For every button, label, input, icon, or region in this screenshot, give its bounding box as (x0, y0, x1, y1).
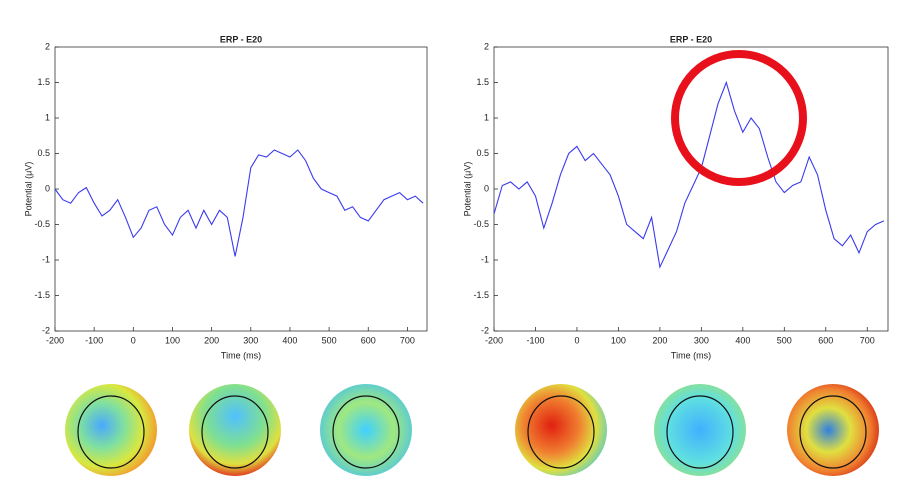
topomap (654, 384, 746, 476)
x-tick-label: -100 (526, 335, 544, 345)
topomap (515, 384, 607, 476)
chart-title: ERP - E20 (220, 34, 262, 44)
head-outline (527, 395, 595, 469)
y-tick-label: -2 (42, 325, 50, 335)
y-tick-label: -1 (42, 254, 50, 264)
topomap (320, 384, 412, 476)
x-tick-label: 0 (574, 335, 579, 345)
x-tick-label: 0 (131, 335, 136, 345)
y-tick-label: 1.5 (476, 77, 489, 87)
x-tick-label: 100 (165, 335, 180, 345)
x-tick-label: -200 (485, 335, 503, 345)
x-tick-label: 400 (735, 335, 750, 345)
y-tick-label: 2 (45, 41, 50, 51)
x-tick-label: 500 (777, 335, 792, 345)
head-outline (332, 395, 400, 469)
y-tick-label: -0.5 (473, 219, 489, 229)
head-outline (201, 395, 269, 469)
head-outline (666, 395, 734, 469)
y-tick-label: -0.5 (34, 219, 50, 229)
plot-frame (54, 46, 428, 332)
y-tick-label: 0.5 (37, 148, 50, 158)
y-tick-label: 0 (45, 183, 50, 193)
topomap (65, 384, 157, 476)
data-line (493, 80, 885, 269)
y-axis-label: Potential (μV) (23, 162, 33, 217)
y-tick-label: 0.5 (476, 148, 489, 158)
x-tick-label: 300 (694, 335, 709, 345)
x-tick-label: 600 (818, 335, 833, 345)
x-axis-label: Time (ms) (671, 350, 711, 360)
y-tick-label: 2 (484, 41, 489, 51)
y-tick-label: 1.5 (37, 77, 50, 87)
data-line (54, 149, 424, 257)
head-outline (77, 395, 145, 469)
x-tick-label: 300 (243, 335, 258, 345)
y-tick-label: -1.5 (473, 290, 489, 300)
topomaps (65, 384, 879, 476)
x-tick-label: 500 (322, 335, 337, 345)
chart-title: ERP - E20 (670, 34, 712, 44)
y-tick-label: 1 (45, 112, 50, 122)
x-tick-label: 700 (860, 335, 875, 345)
head-outline (799, 395, 867, 469)
x-tick-label: 200 (652, 335, 667, 345)
x-tick-label: 400 (282, 335, 297, 345)
x-tick-label: 600 (361, 335, 376, 345)
y-tick-label: 1 (484, 112, 489, 122)
y-tick-label: -1.5 (34, 290, 50, 300)
highlight-circle (671, 50, 807, 186)
x-tick-label: 700 (400, 335, 415, 345)
y-tick-label: -2 (481, 325, 489, 335)
topomap (787, 384, 879, 476)
y-axis-label: Potential (μV) (462, 162, 472, 217)
x-axis-label: Time (ms) (221, 350, 261, 360)
y-tick-label: 0 (484, 183, 489, 193)
x-tick-label: -200 (46, 335, 64, 345)
topomap (189, 384, 281, 476)
x-tick-label: 100 (611, 335, 626, 345)
x-tick-label: -100 (85, 335, 103, 345)
x-tick-label: 200 (204, 335, 219, 345)
y-tick-label: -1 (481, 254, 489, 264)
